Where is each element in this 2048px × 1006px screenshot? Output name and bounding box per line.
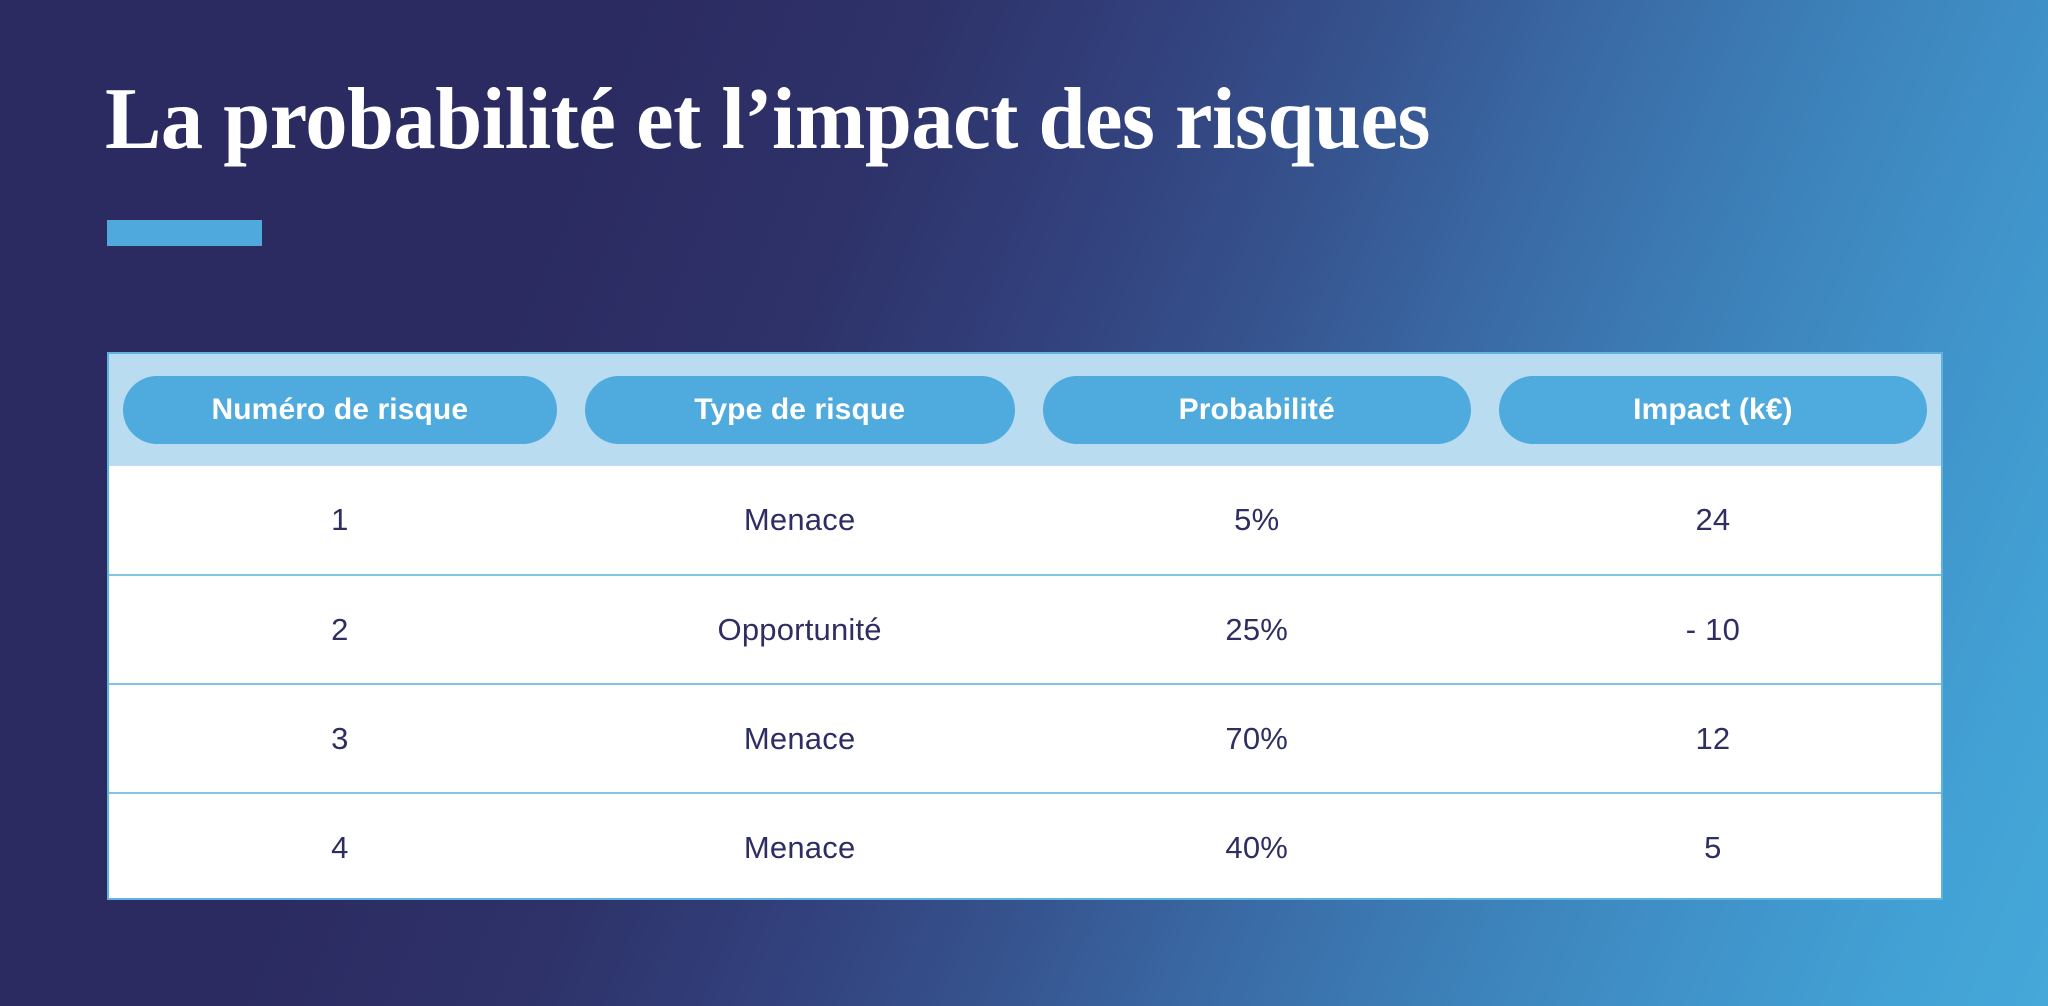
cell-type: Menace bbox=[743, 502, 856, 537]
header-pill-numero: Numéro de risque bbox=[123, 376, 557, 444]
risk-table: Numéro de risque Type de risque Probabil… bbox=[109, 354, 1941, 898]
column-header-probabilite: Probabilité bbox=[1029, 354, 1485, 466]
column-header-type: Type de risque bbox=[571, 354, 1029, 466]
cell-numero: 2 bbox=[331, 611, 349, 647]
column-header-impact: Impact (k€) bbox=[1485, 354, 1941, 466]
cell-numero: 4 bbox=[331, 830, 349, 865]
risk-table-body: 1 Menace 5% 24 2 Opportunité 25% - 10 3 … bbox=[109, 466, 1941, 898]
cell-numero: 1 bbox=[331, 502, 349, 537]
risk-table-container: Numéro de risque Type de risque Probabil… bbox=[107, 352, 1943, 900]
table-row: 1 Menace 5% 24 bbox=[109, 466, 1941, 575]
cell-probabilite: 70% bbox=[1225, 720, 1289, 756]
table-row: 3 Menace 70% 12 bbox=[109, 684, 1941, 793]
page-title: La probabilité et l’impact des risques bbox=[105, 71, 1430, 168]
risk-table-header: Numéro de risque Type de risque Probabil… bbox=[109, 354, 1941, 466]
column-header-numero: Numéro de risque bbox=[109, 354, 571, 466]
cell-numero: 3 bbox=[331, 720, 349, 756]
header-row: Numéro de risque Type de risque Probabil… bbox=[109, 354, 1941, 466]
cell-probabilite: 40% bbox=[1225, 830, 1289, 865]
cell-probabilite: 25% bbox=[1225, 611, 1289, 647]
cell-impact: 12 bbox=[1695, 720, 1731, 756]
cell-type: Opportunité bbox=[717, 611, 882, 647]
table-row: 4 Menace 40% 5 bbox=[109, 793, 1941, 898]
cell-impact: - 10 bbox=[1685, 611, 1741, 647]
cell-impact: 5 bbox=[1704, 830, 1722, 865]
header-pill-probabilite: Probabilité bbox=[1042, 376, 1471, 444]
cell-probabilite: 5% bbox=[1234, 502, 1280, 537]
header-pill-impact: Impact (k€) bbox=[1498, 376, 1927, 444]
cell-type: Menace bbox=[743, 720, 856, 756]
title-accent-bar bbox=[107, 220, 262, 246]
header-pill-type: Type de risque bbox=[584, 376, 1015, 444]
cell-type: Menace bbox=[743, 830, 856, 865]
table-row: 2 Opportunité 25% - 10 bbox=[109, 575, 1941, 684]
cell-impact: 24 bbox=[1695, 502, 1731, 537]
